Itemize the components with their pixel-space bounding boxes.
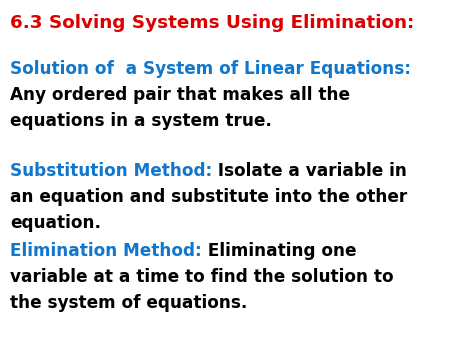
Text: Solution of  a System of Linear Equations:: Solution of a System of Linear Equations…: [10, 60, 411, 78]
Text: equations in a system true.: equations in a system true.: [10, 112, 272, 130]
Text: the system of equations.: the system of equations.: [10, 294, 248, 312]
Text: Elimination Method:: Elimination Method:: [10, 242, 202, 260]
Text: variable at a time to find the solution to: variable at a time to find the solution …: [10, 268, 394, 286]
Text: an equation and substitute into the other: an equation and substitute into the othe…: [10, 188, 407, 206]
Text: equation.: equation.: [10, 214, 101, 232]
Text: Isolate a variable in: Isolate a variable in: [212, 162, 407, 180]
Text: Substitution Method:: Substitution Method:: [10, 162, 212, 180]
Text: 6.3 Solving Systems Using Elimination:: 6.3 Solving Systems Using Elimination:: [10, 14, 414, 32]
Text: Eliminating one: Eliminating one: [202, 242, 356, 260]
Text: Any ordered pair that makes all the: Any ordered pair that makes all the: [10, 86, 350, 104]
